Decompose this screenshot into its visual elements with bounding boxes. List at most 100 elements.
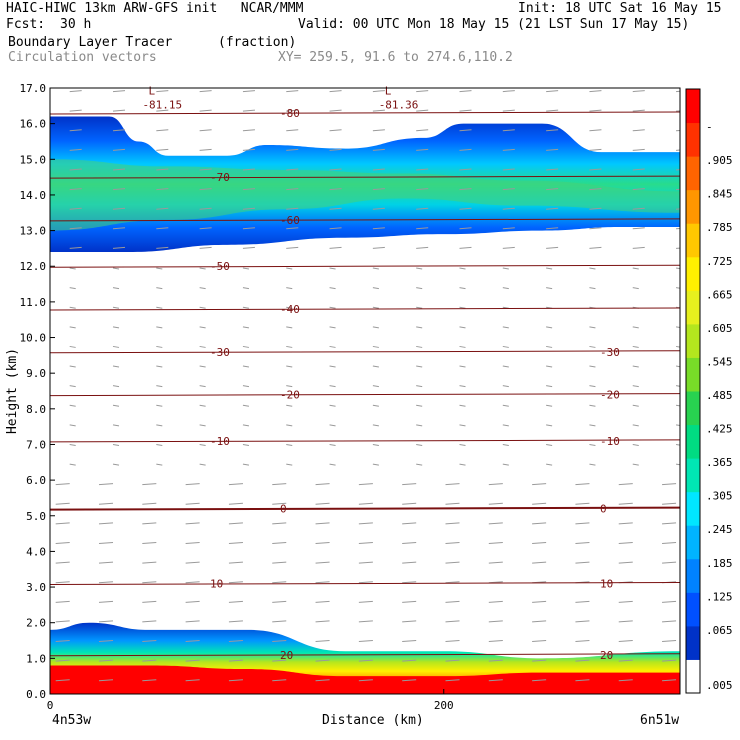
isotherm-label: 10: [210, 577, 223, 590]
circulation-vector: [532, 483, 547, 486]
circulation-vector: [632, 109, 645, 112]
circulation-vector: [98, 502, 114, 505]
circulation-vector: [156, 168, 169, 171]
circulation-vector: [675, 424, 680, 427]
circulation-vector: [358, 502, 373, 505]
circulation-vector: [242, 246, 255, 249]
circulation-vector: [632, 188, 645, 191]
circulation-vector: [228, 502, 243, 505]
circulation-vector: [546, 90, 559, 93]
circulation-vector: [416, 246, 429, 249]
circulation-vector: [546, 246, 559, 249]
minimum-symbol: L: [148, 84, 155, 97]
y-tick-label: 13.0: [20, 225, 47, 238]
circulation-vector: [69, 168, 82, 171]
y-tick-label: 2.0: [26, 617, 46, 630]
circulation-vector: [199, 424, 206, 427]
minimum-symbol: L: [385, 84, 392, 97]
circulation-vector: [329, 306, 336, 309]
circulation-vector: [546, 129, 559, 132]
circulation-vector: [618, 620, 633, 623]
circulation-vector: [272, 522, 287, 525]
circulation-vector: [416, 90, 429, 93]
y-tick-label: 3.0: [26, 581, 46, 594]
circulation-vector: [546, 365, 553, 368]
y-tick-label: 1.0: [26, 652, 46, 665]
circulation-vector: [112, 424, 120, 427]
circulation-vector: [372, 148, 385, 151]
y-tick-label: 6.0: [26, 474, 46, 487]
circulation-vector: [632, 90, 645, 93]
colorbar-label: -: [706, 121, 713, 134]
circulation-vector: [185, 679, 200, 682]
circulation-vector: [358, 659, 373, 662]
colorbar-swatch: [686, 491, 700, 526]
circulation-vector: [372, 385, 379, 388]
colorbar-swatch: [686, 223, 700, 258]
circulation-vector: [416, 188, 429, 191]
circulation-vector: [199, 345, 206, 348]
circulation-vector: [315, 561, 330, 564]
circulation-vector: [272, 640, 287, 643]
circulation-vector: [69, 424, 76, 427]
circulation-vector: [286, 404, 293, 407]
circulation-vector: [286, 148, 299, 151]
circulation-vector: [488, 502, 503, 505]
circulation-vector: [142, 502, 157, 505]
circulation-vector: [156, 306, 163, 309]
vectors-label: Circulation vectors: [8, 50, 157, 65]
circulation-vector: [589, 345, 596, 348]
circulation-vector: [372, 365, 379, 368]
circulation-vector: [502, 345, 509, 348]
circulation-vector: [55, 581, 70, 584]
circulation-vector: [242, 424, 250, 427]
circulation-vector: [156, 188, 169, 191]
circulation-vector: [532, 522, 547, 525]
circulation-vector: [242, 463, 250, 466]
circulation-vector: [329, 326, 336, 329]
circulation-vector: [488, 561, 503, 564]
circulation-vector: [329, 246, 342, 249]
circulation-vector: [199, 463, 206, 466]
circulation-vector: [632, 385, 639, 388]
circulation-vector: [546, 424, 553, 427]
circulation-vector: [358, 561, 373, 564]
circulation-vector: [459, 129, 472, 132]
circulation-vector: [286, 246, 299, 249]
isotherm-line: [50, 175, 680, 179]
circulation-vector: [416, 148, 429, 151]
y-tick-label: 11.0: [20, 296, 47, 309]
circulation-vector: [142, 542, 157, 544]
circulation-vector: [112, 90, 126, 93]
colorbar-label: .605: [706, 322, 733, 335]
circulation-vector: [242, 109, 255, 112]
colorbar-swatch: [686, 592, 700, 627]
circulation-vector: [502, 188, 515, 191]
circulation-vector: [112, 443, 120, 446]
circulation-vector: [445, 522, 460, 525]
circulation-vector: [272, 561, 287, 564]
circulation-vector: [459, 109, 472, 112]
circulation-vector: [445, 483, 460, 486]
circulation-vector: [242, 306, 250, 309]
circulation-vector: [502, 443, 509, 446]
circulation-vector: [199, 306, 206, 309]
colorbar-label: .245: [706, 523, 733, 536]
circulation-vector: [199, 385, 206, 388]
model-title: HAIC-HIWC 13km ARW-GFS init NCAR/MMM: [6, 1, 304, 16]
circulation-vector: [416, 227, 429, 230]
circulation-vector: [315, 581, 330, 584]
circulation-vector: [632, 404, 639, 407]
circulation-vector: [372, 109, 385, 112]
circulation-vector: [459, 168, 472, 171]
circulation-vector: [502, 385, 509, 388]
circulation-vector: [589, 443, 596, 446]
colorbar-swatch: [686, 122, 700, 157]
circulation-vector: [618, 659, 633, 662]
circulation-vector: [546, 385, 553, 388]
circulation-vector: [156, 404, 163, 407]
circulation-vector: [618, 542, 633, 544]
circulation-vector: [459, 90, 472, 93]
circulation-vector: [372, 443, 379, 446]
circulation-vector: [112, 385, 120, 388]
